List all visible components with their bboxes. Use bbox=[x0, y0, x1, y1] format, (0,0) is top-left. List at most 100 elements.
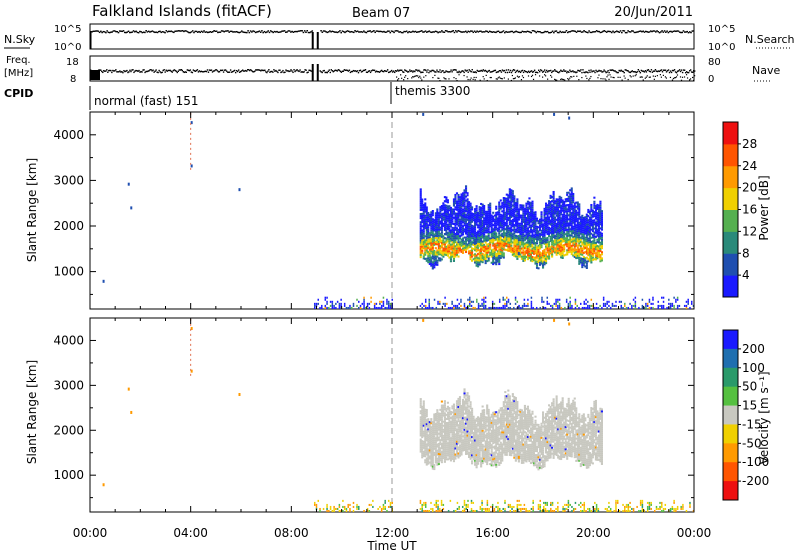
echo-cell bbox=[531, 249, 534, 252]
freq-point bbox=[533, 69, 536, 71]
echo-cell bbox=[510, 230, 513, 233]
echo-cell bbox=[552, 192, 555, 196]
echo-cell bbox=[463, 211, 466, 214]
nsky-point bbox=[690, 31, 692, 34]
nsky-point bbox=[252, 30, 254, 32]
echo-cell bbox=[427, 450, 430, 453]
echo-cell bbox=[585, 215, 588, 218]
echo-cell bbox=[569, 209, 572, 212]
echo-cell bbox=[522, 206, 525, 209]
echo-cell bbox=[571, 306, 573, 309]
freq-point bbox=[623, 71, 625, 74]
echo-cell bbox=[599, 256, 602, 259]
freq-point bbox=[165, 69, 167, 71]
echo-cell bbox=[471, 208, 474, 211]
echo-cell bbox=[525, 255, 528, 259]
nsky-point bbox=[176, 30, 179, 32]
nsky-point bbox=[220, 30, 223, 32]
echo-cell bbox=[464, 236, 468, 239]
echo-cell bbox=[504, 211, 507, 214]
freq-point bbox=[119, 70, 121, 72]
freq-point bbox=[303, 71, 305, 73]
echo-cell bbox=[469, 300, 471, 303]
echo-cell bbox=[600, 226, 603, 229]
echo-cell bbox=[596, 224, 599, 227]
echo-cell bbox=[590, 249, 593, 252]
echo-cell bbox=[455, 247, 459, 250]
nsky-point bbox=[258, 30, 261, 32]
echo-cell bbox=[427, 422, 430, 425]
echo-cell bbox=[593, 252, 596, 255]
echo-cell bbox=[567, 224, 570, 227]
echo-cell bbox=[575, 234, 578, 237]
echo-cell bbox=[437, 249, 440, 252]
nsky-point bbox=[100, 30, 102, 32]
nave-point bbox=[681, 76, 684, 78]
echo-cell bbox=[451, 222, 454, 225]
echo-cell bbox=[430, 448, 433, 451]
echo-cell bbox=[499, 250, 502, 253]
nsky-point bbox=[107, 31, 110, 34]
echo-cell bbox=[425, 445, 428, 448]
echo-cell bbox=[540, 217, 543, 220]
freq-point bbox=[440, 71, 442, 74]
nsky-point bbox=[358, 31, 360, 33]
echo-cell bbox=[440, 229, 443, 232]
echo-cell bbox=[331, 304, 334, 307]
freq-point bbox=[167, 69, 169, 72]
echo-cell bbox=[475, 221, 478, 224]
echo-cell bbox=[427, 218, 430, 221]
nsky-point bbox=[510, 30, 512, 33]
echo-cell bbox=[548, 204, 551, 207]
echo-cell bbox=[599, 243, 602, 246]
echo-cell bbox=[581, 247, 584, 250]
echo-cell bbox=[551, 235, 554, 238]
echo-cell bbox=[579, 302, 582, 305]
echo-cell bbox=[495, 213, 498, 216]
echo-cell bbox=[427, 226, 430, 229]
freq-point bbox=[414, 70, 416, 73]
nsky-point bbox=[545, 31, 548, 33]
nave-point bbox=[423, 76, 425, 78]
echo-cell bbox=[471, 226, 474, 229]
echo-cell bbox=[514, 234, 517, 237]
echo-cell bbox=[490, 241, 493, 244]
echo-cell bbox=[468, 209, 471, 212]
echo-cell bbox=[457, 243, 460, 246]
echo-cell bbox=[469, 241, 472, 244]
echo-cell bbox=[590, 224, 593, 227]
freq-point bbox=[302, 71, 304, 73]
echo-cell bbox=[557, 306, 559, 309]
freq-point bbox=[461, 70, 463, 72]
echo-cell bbox=[434, 417, 437, 420]
nsky-point bbox=[310, 31, 312, 33]
echo-cell bbox=[516, 249, 519, 252]
echo-cell bbox=[434, 449, 437, 452]
echo-cell bbox=[428, 455, 431, 458]
nave-point bbox=[469, 79, 471, 81]
echo-cell bbox=[451, 302, 453, 305]
nsky-point bbox=[501, 31, 504, 33]
nsky-point bbox=[115, 30, 117, 33]
echo-cell bbox=[538, 247, 542, 250]
freq-point bbox=[353, 70, 356, 72]
freq-point bbox=[127, 71, 129, 74]
echo-cell bbox=[481, 236, 484, 239]
echo-cell bbox=[528, 197, 531, 200]
echo-cell bbox=[555, 227, 558, 230]
freq-point bbox=[624, 69, 626, 71]
echo-cell bbox=[490, 249, 493, 252]
echo-cell bbox=[538, 226, 542, 229]
echo-cell bbox=[502, 223, 505, 226]
echo-cell bbox=[454, 247, 457, 250]
freq-point bbox=[651, 71, 654, 73]
freq-point bbox=[593, 70, 595, 72]
echo-cell bbox=[520, 247, 523, 250]
echo-cell bbox=[525, 221, 528, 224]
echo-cell bbox=[437, 259, 440, 262]
freq-point bbox=[267, 70, 269, 72]
echo-cell bbox=[434, 455, 437, 458]
echo-cell bbox=[511, 200, 514, 203]
echo-cell bbox=[434, 414, 437, 418]
nsky-point bbox=[159, 30, 161, 33]
